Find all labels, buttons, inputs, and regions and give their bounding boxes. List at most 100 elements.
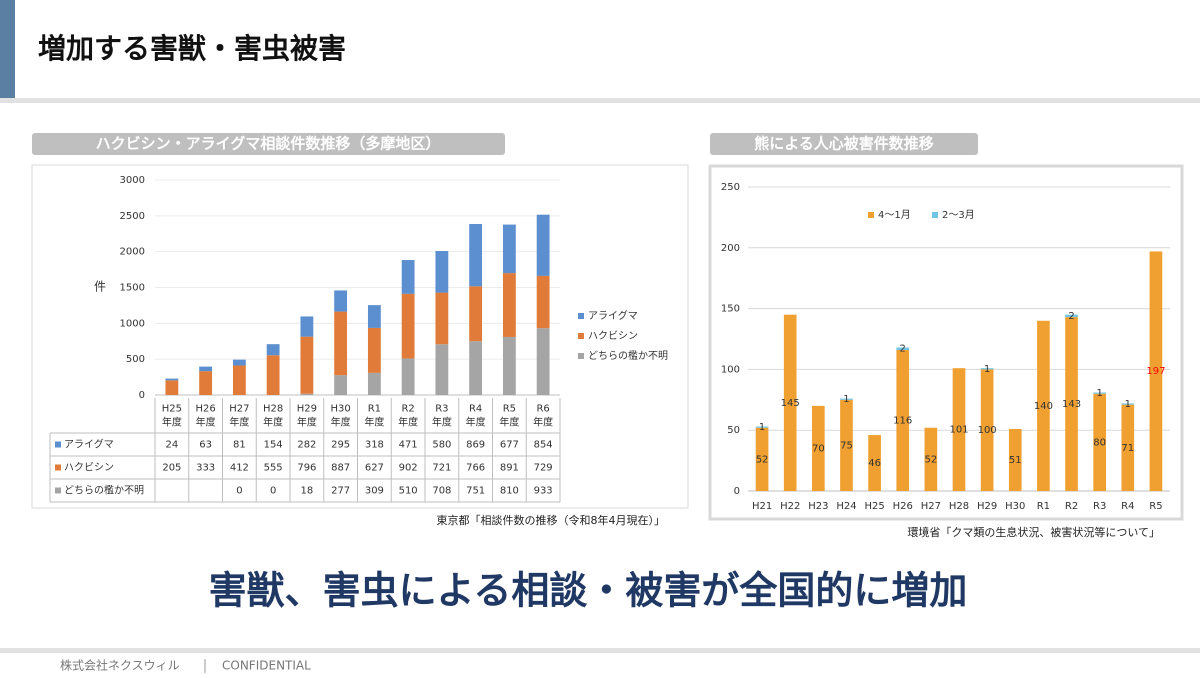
x-tick-label: H27 年度 (229, 404, 249, 429)
table-cell: 796 (297, 463, 316, 474)
bar-segment (300, 393, 314, 395)
bar-segment (401, 260, 415, 294)
x-tick-label: H30 年度 (331, 404, 351, 429)
data-label: 116 (893, 415, 912, 426)
data-label: 101 (949, 425, 968, 436)
table-cell: 810 (500, 486, 519, 497)
x-tick-label: H29 (977, 501, 997, 512)
x-tick-label: H26 年度 (196, 404, 216, 429)
table-cell: 721 (432, 463, 451, 474)
chart-title: 熊による人心被害件数推移 (754, 135, 934, 153)
table-cell: 0 (270, 486, 276, 497)
bar-segment (266, 355, 280, 395)
x-tick-label: H25 年度 (162, 404, 182, 429)
data-label: 1 (984, 364, 990, 375)
x-tick-label: H29 年度 (297, 404, 317, 429)
x-tick-label: H26 (893, 501, 913, 512)
bar-segment (401, 293, 415, 359)
x-tick-label: H28 (949, 501, 969, 512)
table-row-label: どちらの檻か不明 (64, 484, 144, 497)
table-cell: 412 (230, 463, 249, 474)
bar-segment (1037, 320, 1050, 491)
y-tick-label: 250 (721, 182, 740, 193)
x-tick-label: R2 年度 (398, 404, 418, 429)
bar-segment (1093, 392, 1106, 394)
table-cell: 81 (233, 440, 246, 451)
table-cell: 751 (466, 486, 485, 497)
x-tick-label: R1 (1037, 501, 1050, 512)
bar-segment (165, 380, 179, 395)
y-tick-label: 2500 (120, 211, 145, 222)
bar-segment (536, 328, 550, 395)
table-swatch (55, 464, 61, 471)
legend-label: どちらの檻か不明 (588, 349, 668, 362)
bar-segment (502, 336, 516, 395)
footer-rule (0, 648, 1200, 653)
data-label: 145 (781, 398, 800, 409)
x-tick-label: R5 年度 (499, 404, 519, 429)
bar-segment (1093, 393, 1106, 491)
bar-segment (435, 292, 449, 345)
table-cell: 333 (196, 463, 215, 474)
bar-segment (1065, 317, 1078, 491)
y-tick-label: 50 (727, 425, 740, 436)
table-cell: 580 (432, 440, 451, 451)
data-label: 1 (1125, 399, 1131, 410)
y-tick-label: 500 (126, 354, 145, 365)
x-tick-label: R3 (1093, 501, 1106, 512)
bar-segment (300, 336, 314, 394)
bar-segment (755, 427, 769, 491)
bar-segment (199, 371, 213, 395)
bar-segment (469, 341, 483, 395)
table-row-label: ハクビシン (64, 462, 114, 474)
header-accent (0, 0, 15, 98)
bar-segment (435, 344, 449, 395)
table-cell: 933 (534, 486, 553, 497)
table-cell: 24 (166, 440, 179, 451)
x-tick-label: R4 年度 (466, 404, 486, 429)
legend-label: 4～1月 (878, 209, 911, 221)
bar-segment (199, 366, 213, 372)
bar-segment (1065, 314, 1078, 318)
y-tick-label: 100 (721, 364, 740, 375)
table-cell: 627 (365, 463, 384, 474)
bar-segment (980, 368, 994, 370)
x-tick-label: R1 年度 (364, 404, 384, 429)
table-cell: 555 (264, 463, 283, 474)
bar-segment (952, 368, 966, 491)
x-tick-label: R4 (1121, 501, 1134, 512)
table-cell: 309 (365, 486, 384, 497)
chart-title-pill (32, 133, 505, 155)
data-label: 197 (1146, 366, 1165, 377)
x-tick-label: R3 年度 (432, 404, 452, 429)
bar-segment (1008, 428, 1022, 491)
bar-segment (840, 398, 853, 400)
bar-segment (435, 251, 449, 293)
header-bar (0, 0, 1200, 98)
legend-label: ハクビシン (588, 330, 638, 342)
bar-segment (896, 347, 910, 350)
x-tick-label: H23 (808, 501, 828, 512)
x-tick-label: H22 (780, 501, 800, 512)
x-tick-label: H24 (836, 501, 856, 512)
data-label: 143 (1062, 399, 1081, 410)
footer-label: CONFIDENTIAL (222, 659, 311, 673)
table-cell: 0 (236, 486, 242, 497)
y-tick-label: 150 (721, 304, 740, 315)
x-tick-label: H28 年度 (263, 404, 283, 429)
legend-label: アライグマ (588, 309, 638, 322)
source: 東京都「相談件数の推移（令和8年4月現在）」 (437, 513, 666, 527)
table-cell: 510 (399, 486, 418, 497)
data-label: 2 (900, 344, 906, 355)
footer-company: 株式会社ネクスウィル (60, 658, 180, 673)
table-cell: 891 (500, 463, 519, 474)
data-label: 1 (759, 422, 765, 433)
bar-segment (536, 275, 550, 329)
data-label: 1 (1096, 388, 1102, 399)
bar-segment (502, 224, 516, 274)
data-label: 75 (840, 440, 853, 451)
bar-segment (469, 286, 483, 342)
bar-segment (1121, 403, 1135, 405)
legend-swatch (578, 333, 584, 339)
